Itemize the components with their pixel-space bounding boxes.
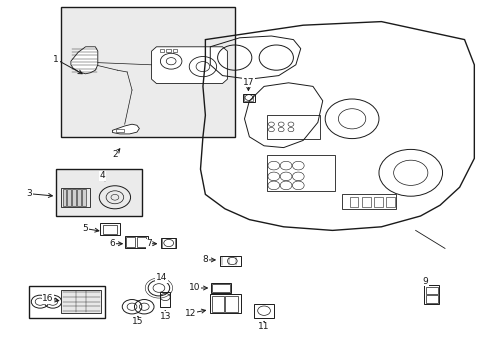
Text: 4: 4 — [100, 171, 105, 180]
Bar — [126, 237, 135, 247]
Bar — [67, 189, 71, 206]
Bar — [124, 236, 148, 248]
Text: 11: 11 — [258, 323, 269, 331]
Bar — [244, 94, 253, 101]
Bar — [266, 155, 334, 191]
Bar — [210, 294, 240, 313]
Bar — [116, 129, 123, 132]
Bar — [29, 286, 105, 318]
Polygon shape — [71, 47, 98, 74]
Bar — [77, 189, 81, 206]
Bar — [61, 188, 90, 207]
Bar — [61, 290, 101, 313]
Bar — [137, 237, 146, 247]
Bar — [161, 238, 176, 248]
Bar — [225, 296, 238, 312]
Text: 8: 8 — [202, 256, 208, 264]
Polygon shape — [112, 124, 139, 134]
Bar — [373, 197, 382, 207]
Text: 15: 15 — [132, 317, 143, 326]
Bar — [56, 169, 142, 216]
Text: 16: 16 — [42, 294, 54, 303]
Bar — [243, 94, 254, 102]
Text: 14: 14 — [155, 274, 167, 282]
Bar — [62, 189, 66, 206]
Bar — [100, 223, 120, 235]
Bar — [162, 238, 175, 248]
Bar — [211, 283, 230, 293]
Bar — [82, 189, 85, 206]
Text: 5: 5 — [82, 224, 88, 233]
Bar — [342, 194, 395, 209]
Text: 9: 9 — [422, 277, 427, 286]
Bar — [361, 197, 370, 207]
Bar — [61, 7, 234, 137]
Bar — [160, 292, 170, 307]
Bar — [102, 225, 117, 234]
Bar — [211, 296, 224, 312]
Text: 7: 7 — [146, 239, 152, 248]
Bar — [212, 284, 229, 292]
Text: 12: 12 — [184, 309, 196, 318]
Polygon shape — [151, 47, 227, 84]
Bar — [160, 49, 164, 52]
Text: 1: 1 — [53, 55, 59, 64]
Bar — [166, 49, 170, 52]
Bar — [424, 285, 438, 304]
Bar — [220, 256, 240, 266]
Bar — [386, 197, 394, 207]
Text: 10: 10 — [188, 284, 200, 292]
Text: 6: 6 — [109, 239, 115, 248]
Text: 13: 13 — [159, 311, 171, 320]
Bar — [349, 197, 358, 207]
Text: 2: 2 — [112, 150, 118, 159]
Bar — [266, 115, 320, 139]
Bar — [425, 295, 437, 303]
Bar — [425, 287, 437, 294]
Text: 17: 17 — [242, 77, 254, 86]
Bar — [254, 304, 273, 318]
Text: 3: 3 — [26, 189, 32, 198]
Bar — [72, 189, 76, 206]
Bar — [172, 49, 177, 52]
